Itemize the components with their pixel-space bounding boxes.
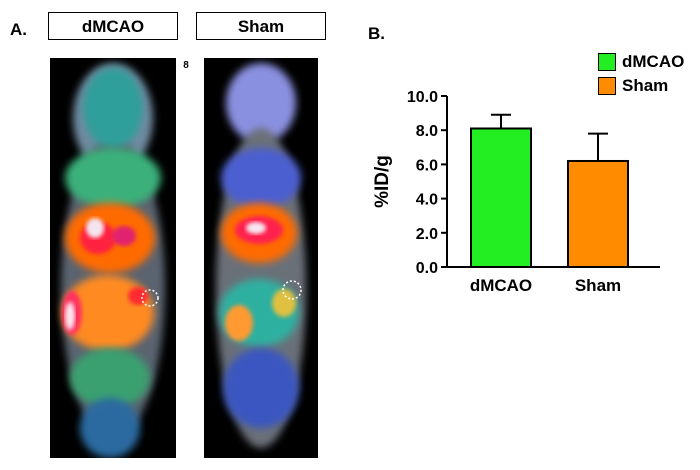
bar-sham — [567, 159, 629, 268]
panel-b-letter: B. — [368, 24, 385, 43]
legend-swatch-sham — [598, 77, 616, 95]
legend-swatch-dmcao — [598, 53, 616, 71]
x-tick-label-sham: Sham — [575, 276, 621, 295]
y-tick-label: 6.0 — [416, 157, 438, 174]
y-tick-label: 2.0 — [416, 226, 438, 243]
sham-pet-ct-image — [204, 58, 318, 458]
legend-item-sham: Sham — [598, 76, 668, 96]
sham-image-label: Sham — [196, 12, 326, 40]
y-tick-label: 10.0 — [407, 89, 438, 106]
y-tick-label: 8.0 — [416, 123, 438, 140]
colorbar-unit-label: %ID/g — [180, 239, 192, 268]
dmcao-pet-ct-image — [50, 58, 176, 458]
legend-item-dmcao: dMCAO — [598, 52, 684, 72]
x-tick-label-dmcao: dMCAO — [470, 276, 532, 295]
bars — [470, 113, 629, 268]
legend-label-dmcao: dMCAO — [622, 52, 685, 71]
y-tick-label: 4.0 — [416, 192, 438, 209]
x-axis: dMCAO Sham — [446, 266, 660, 295]
bar-chart: 0.0 2.0 4.0 6.0 8.0 10.0 %ID/g dMCAO Sham — [372, 89, 660, 295]
y-tick-label: 0.0 — [416, 260, 438, 277]
panel-a-letter: A. — [10, 20, 27, 39]
legend-label-sham: Sham — [622, 76, 669, 95]
colorbar-labels: 8 %ID/g 0 — [176, 58, 196, 458]
bar-dmcao — [470, 127, 532, 268]
y-axis-label: %ID/g — [372, 155, 393, 208]
colorbar-min-label: 0 — [183, 438, 189, 449]
colorbar-max-label: 8 — [183, 60, 189, 71]
dmcao-image-label: dMCAO — [48, 12, 178, 40]
y-axis: 0.0 2.0 4.0 6.0 8.0 10.0 %ID/g — [372, 89, 448, 277]
